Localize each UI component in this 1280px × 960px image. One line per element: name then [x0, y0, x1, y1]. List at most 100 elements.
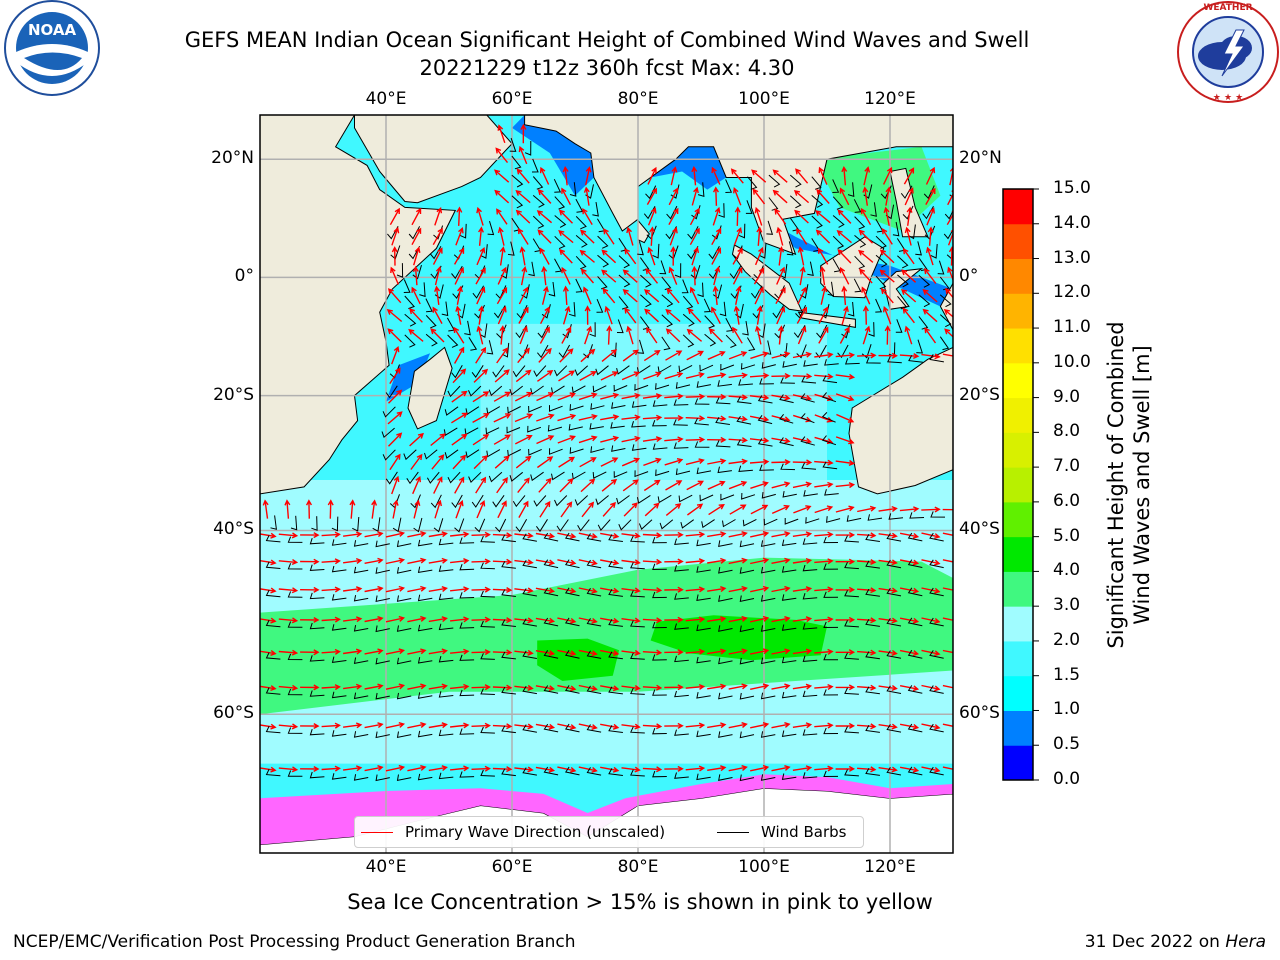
wind-barb [918, 274, 931, 288]
wind-barb [309, 564, 325, 571]
wind-barb [875, 254, 888, 268]
wind-barb [474, 518, 486, 533]
wave-direction-arrow [708, 328, 723, 343]
wind-barb [634, 470, 649, 478]
wave-direction-arrow [621, 414, 641, 421]
wind-barb [417, 773, 433, 781]
footer-machine: Hera [1225, 932, 1266, 952]
wind-barb [245, 561, 259, 568]
wave-direction-arrow [327, 499, 334, 519]
wind-barb [630, 620, 645, 628]
wind-barb [592, 202, 599, 217]
lat-tick-label: 20°N [959, 148, 1002, 169]
wind-barb [760, 774, 776, 781]
wind-barb [805, 517, 820, 524]
wave-direction-arrow [538, 477, 552, 493]
wind-barb [375, 625, 390, 633]
legend-item-wind-barbs: Wind Barbs [717, 823, 846, 841]
wave-direction-arrow [749, 415, 770, 422]
wind-barb [704, 315, 716, 329]
wind-barb [522, 767, 537, 776]
wind-barb [741, 492, 756, 500]
wave-direction-arrow [407, 722, 427, 729]
colorbar-segment [1003, 397, 1033, 433]
wind-barb [630, 535, 645, 543]
wave-direction-arrow [733, 227, 743, 246]
wave-direction-arrow [558, 248, 573, 264]
colorbar-tick-label: 6.0 [1053, 490, 1081, 511]
wind-barb [674, 565, 689, 572]
wave-direction-arrow [515, 455, 532, 469]
wind-barb [682, 313, 695, 327]
wave-direction-arrow [471, 616, 491, 623]
wave-direction-arrow [364, 722, 384, 729]
wave-direction-arrow [450, 765, 470, 772]
wind-barb [853, 278, 862, 293]
wave-direction-arrow [685, 436, 706, 443]
colorbar-tick-label: 15.0 [1053, 178, 1091, 198]
wind-barb [535, 519, 548, 533]
wave-direction-arrow [664, 558, 684, 565]
wave-direction-arrow [899, 649, 920, 657]
wind-barb [738, 223, 746, 239]
wind-barb [471, 365, 484, 378]
colorbar-tick-label: 2.0 [1053, 629, 1081, 650]
wind-barb [608, 686, 623, 695]
wave-direction-arrow [494, 189, 510, 204]
wave-direction-arrow [557, 392, 576, 401]
wave-direction-arrow [434, 207, 443, 226]
wave-direction-arrow [749, 437, 770, 444]
wave-direction-arrow [455, 305, 462, 325]
wave-direction-arrow [626, 325, 634, 345]
wave-direction-arrow [600, 435, 620, 443]
wind-barb [781, 730, 797, 738]
lon-tick-label: 100°E [738, 89, 790, 109]
wind-barb [608, 560, 623, 569]
wind-barb [433, 518, 444, 533]
wave-direction-arrow [771, 765, 791, 772]
wind-barb [630, 590, 645, 598]
wave-direction-arrow [818, 166, 828, 185]
wind-barb [674, 655, 689, 663]
wind-barb [740, 363, 756, 370]
wave-direction-arrow [300, 532, 320, 539]
lat-tick-label: 0° [234, 266, 254, 287]
wave-direction-arrow [408, 328, 424, 342]
wave-direction-arrow [624, 307, 637, 324]
wave-direction-arrow [514, 587, 534, 594]
wave-direction-arrow [388, 389, 403, 404]
wind-barb [480, 562, 495, 570]
wave-direction-arrow [642, 393, 663, 400]
wind-barb [447, 385, 461, 398]
wind-barb [811, 176, 822, 190]
wave-direction-arrow [452, 454, 467, 470]
wave-direction-arrow [557, 532, 577, 539]
wind-barb [631, 421, 646, 428]
wind-barb [746, 337, 756, 351]
wave-direction-arrow [389, 453, 401, 471]
wind-barb [564, 685, 580, 694]
lon-tick-label: 60°E [491, 857, 533, 877]
wind-barb [468, 385, 482, 397]
wind-barb [844, 620, 859, 628]
map-legend: Primary Wave Direction (unscaled) Wind B… [354, 816, 864, 848]
wave-direction-arrow [647, 166, 657, 185]
wind-barb [287, 621, 303, 628]
wind-barb [673, 419, 688, 426]
wind-barb [569, 302, 576, 317]
wind-barb [949, 194, 953, 198]
wind-barb [865, 588, 880, 597]
wind-barb [789, 195, 802, 209]
wave-direction-arrow [603, 228, 615, 245]
wind-barb [895, 319, 903, 333]
wave-direction-arrow [899, 506, 920, 513]
wind-barb [480, 769, 495, 777]
wave-direction-arrow [884, 325, 891, 345]
lat-tick-label: 40°S [959, 519, 1000, 540]
wind-barb [590, 403, 605, 410]
wind-barb [522, 724, 537, 733]
wave-direction-arrow [622, 349, 639, 362]
wave-direction-arrow [712, 206, 721, 226]
wave-direction-arrow [707, 480, 726, 490]
wind-barb [886, 650, 902, 659]
